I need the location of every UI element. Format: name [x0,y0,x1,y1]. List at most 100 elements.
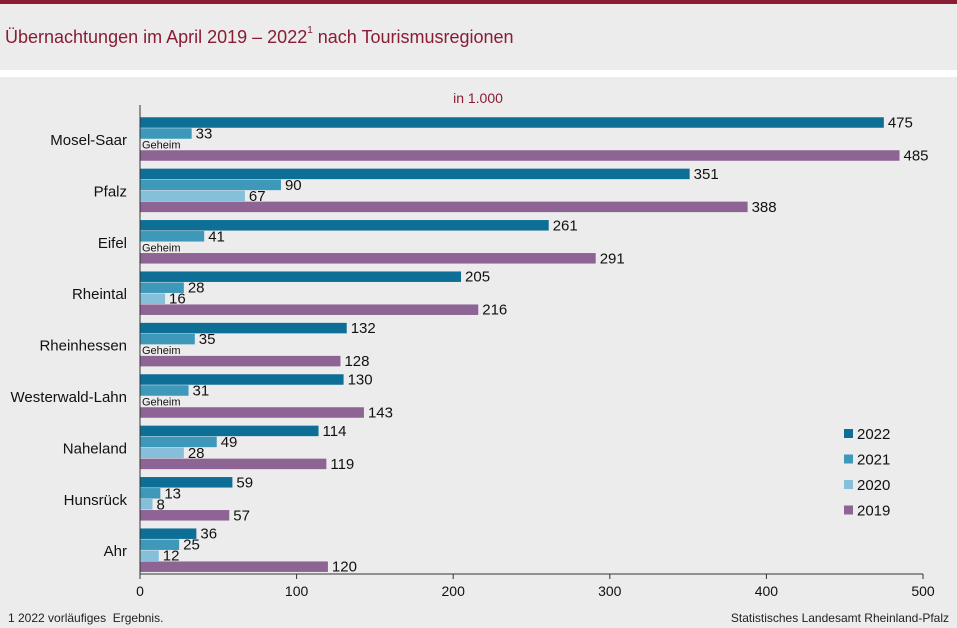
category-label: Rheinhessen [39,338,127,355]
data-label: 41 [208,228,225,245]
bar-2022 [140,322,347,334]
data-label: 143 [368,405,393,422]
category-label: Westerwald-Lahn [11,389,127,406]
bar-2020 [140,293,166,304]
bar-2019 [140,355,341,367]
x-tick-label: 400 [755,583,779,599]
data-label: 216 [482,302,507,319]
data-label: 67 [249,188,266,205]
chart-title: Übernachtungen im April 2019 – 20221 nac… [5,25,514,48]
top-accent-bar [0,0,957,4]
secret-label: Geheim [142,345,181,357]
bar-2022 [140,425,319,437]
data-label: 128 [344,353,369,370]
data-label: 36 [200,526,217,543]
secret-label: Geheim [142,242,181,254]
category-label: Rheintal [72,286,127,303]
data-label: 351 [694,166,719,183]
bar-2019 [140,304,479,315]
title-footnote-mark: 1 [307,25,313,36]
bar-2020 [140,499,153,510]
legend-swatch-2019 [844,505,853,515]
data-label: 90 [285,177,302,194]
data-label: 25 [183,537,200,554]
bar-2019 [140,407,364,418]
secret-label: Geheim [142,140,181,152]
data-label: 261 [553,217,578,234]
data-label: 8 [157,496,165,513]
bar-2021 [140,128,192,139]
legend-label: 2019 [857,503,890,520]
bar-2019 [140,150,900,161]
x-tick-label: 300 [598,583,622,599]
bar-2019 [140,510,230,521]
x-tick-label: 500 [911,583,935,599]
data-label: 13 [164,485,181,502]
bar-2022 [140,477,233,488]
data-label: 59 [236,474,253,491]
title-suffix: nach Tourismusregionen [312,27,514,47]
bar-2019 [140,458,327,470]
data-label: 120 [332,559,357,576]
bar-2021 [140,333,195,345]
bar-chart: in 1.000Mosel-Saar47533Geheim485Pfalz351… [11,90,935,599]
data-label: 16 [169,291,186,308]
data-label: 57 [233,507,250,524]
data-label: 35 [199,331,216,348]
data-label: 475 [888,115,913,132]
data-label: 130 [348,372,373,389]
footnote: 1 2022 vorläufiges Ergebnis. [8,611,164,625]
category-label: Pfalz [94,183,127,200]
bar-2020 [140,190,245,202]
bar-2022 [140,220,549,231]
category-label: Mosel-Saar [50,132,127,149]
bar-2021 [140,282,184,293]
legend-label: 2021 [857,452,890,469]
bar-2019 [140,201,748,213]
bar-2021 [140,385,189,396]
data-label: 12 [163,548,180,565]
bar-2022 [140,168,690,180]
legend-swatch-2022 [844,429,853,438]
secret-label: Geheim [142,397,181,409]
bar-2021 [140,488,161,499]
data-label: 205 [465,269,490,286]
chart-subtitle: in 1.000 [453,90,503,106]
category-label: Ahr [104,543,127,560]
data-label: 119 [330,456,354,473]
bar-2021 [140,436,217,448]
bar-2021 [140,179,281,191]
legend-swatch-2020 [844,480,853,489]
x-tick-label: 200 [442,583,466,599]
legend-swatch-2021 [844,454,853,464]
data-label: 132 [351,320,376,337]
bar-2021 [140,231,205,242]
category-label: Hunsrück [64,492,128,509]
data-label: 28 [188,280,205,297]
data-label: 485 [904,148,929,165]
bar-2020 [140,447,184,459]
data-label: 28 [188,445,205,462]
title-divider [0,70,957,77]
bar-2022 [140,117,884,128]
category-label: Naheland [63,440,127,457]
legend-label: 2020 [857,477,890,494]
source-credit: Statistisches Landesamt Rheinland-Pfalz [730,611,949,625]
bar-2022 [140,528,197,539]
data-label: 31 [193,383,210,400]
x-tick-label: 0 [136,583,144,599]
category-label: Eifel [98,235,127,252]
bar-2020 [140,550,159,561]
data-label: 49 [221,434,238,451]
bar-2021 [140,539,180,550]
bar-2022 [140,374,344,385]
bar-2022 [140,271,462,282]
data-label: 388 [752,199,777,216]
title-text: Übernachtungen im April 2019 – 2022 [5,27,308,47]
legend-label: 2022 [857,426,890,443]
x-tick-label: 100 [285,583,309,599]
data-label: 114 [323,423,347,440]
bar-2019 [140,561,328,572]
bar-2019 [140,253,596,264]
data-label: 33 [196,126,213,143]
